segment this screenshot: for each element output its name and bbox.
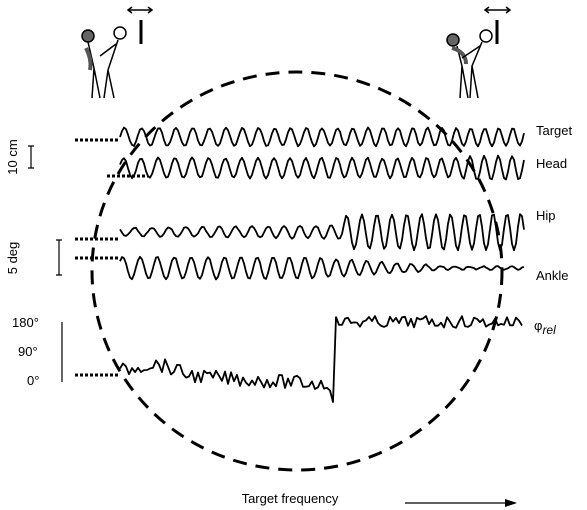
phase-tick-label: 0° bbox=[27, 373, 39, 388]
scale-label: 10 cm bbox=[5, 139, 20, 174]
traces bbox=[119, 126, 525, 403]
target-trace bbox=[119, 126, 525, 148]
hip-trace bbox=[119, 213, 525, 252]
trace-label: φrel bbox=[534, 318, 556, 337]
x-axis-label: Target frequency bbox=[242, 491, 339, 506]
phi-subscript: rel bbox=[542, 323, 556, 337]
ankle-trace bbox=[119, 255, 525, 281]
phi: φ bbox=[534, 318, 542, 333]
trace-label: Head bbox=[536, 156, 567, 171]
scale-label: 5 deg bbox=[5, 242, 20, 275]
dashed-circle bbox=[90, 70, 504, 472]
scale-bar bbox=[56, 239, 62, 276]
figure-icon-left bbox=[81, 6, 154, 99]
trace-label: Hip bbox=[536, 208, 556, 223]
phase-tick-label: 90° bbox=[18, 344, 38, 359]
scale-bar bbox=[28, 145, 34, 169]
trace-label: Ankle bbox=[536, 268, 569, 283]
arrow-head bbox=[505, 499, 517, 507]
trace-label: Target bbox=[536, 123, 573, 138]
phase-tick-label: 180° bbox=[12, 315, 39, 330]
head-trace bbox=[119, 154, 525, 181]
figure-icon-right bbox=[446, 6, 512, 99]
phase-trace bbox=[119, 315, 523, 403]
